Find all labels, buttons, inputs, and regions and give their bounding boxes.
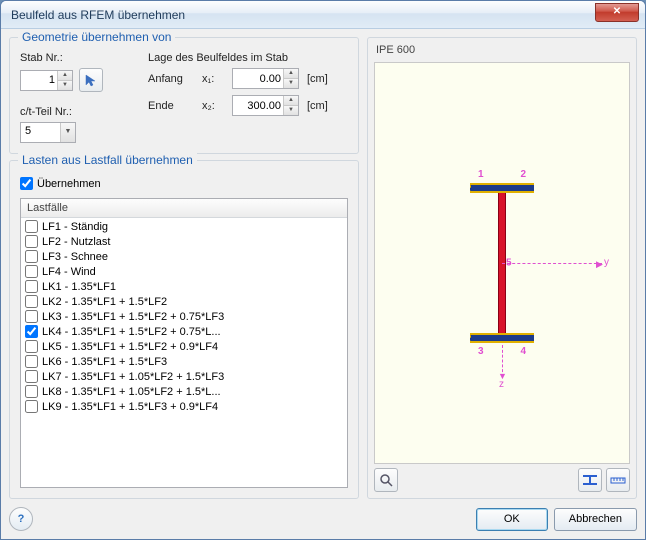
list-item[interactable]: LF2 - Nutzlast [21,234,347,249]
y-axis-label: y [604,257,609,268]
x2-input[interactable]: ▲▼ [232,95,299,116]
y-axis [502,263,602,264]
dialog-window: Beulfeld aus RFEM übernehmen ✕ Geometrie… [0,0,646,540]
section-view-button[interactable] [578,468,602,492]
help-button[interactable]: ? [9,507,33,531]
x1-input[interactable]: ▲▼ [232,68,299,89]
spin-down-icon[interactable]: ▼ [57,81,72,90]
zoom-button[interactable] [374,468,398,492]
magnifier-icon [379,473,393,487]
list-item[interactable]: LK4 - 1.35*LF1 + 1.5*LF2 + 0.75*L... [21,324,347,339]
loads-group: Lasten aus Lastfall übernehmen Übernehme… [9,160,359,499]
window-title: Beulfeld aus RFEM übernehmen [7,8,185,22]
stab-label: Stab Nr.: [20,52,130,64]
ende-label: Ende [148,100,194,112]
spin-up-icon[interactable]: ▲ [57,71,72,81]
anfang-label: Anfang [148,73,194,85]
list-header: Lastfälle [21,199,347,218]
preview-title: IPE 600 [374,44,630,58]
x2-unit: [cm] [307,100,328,112]
list-item[interactable]: LK8 - 1.35*LF1 + 1.05*LF2 + 1.5*L... [21,384,347,399]
chevron-down-icon: ▼ [60,123,75,142]
close-button[interactable]: ✕ [595,3,639,22]
x2-label: x₂: [202,100,224,112]
lage-label: Lage des Beulfeldes im Stab [148,52,348,64]
ibeam-icon-small [582,474,598,486]
x1-label: x₁: [202,73,224,85]
list-item[interactable]: LK7 - 1.35*LF1 + 1.05*LF2 + 1.5*LF3 [21,369,347,384]
list-body[interactable]: LF1 - StändigLF2 - NutzlastLF3 - SchneeL… [21,218,347,487]
cursor-icon [84,73,98,87]
ct-label: c/t-Teil Nr.: [20,106,130,118]
help-icon: ? [18,513,25,525]
loads-title: Lasten aus Lastfall übernehmen [18,153,197,167]
footer: ? OK Abbrechen [9,505,637,531]
dimensions-button[interactable] [606,468,630,492]
x1-unit: [cm] [307,73,328,85]
list-item[interactable]: LF1 - Ständig [21,219,347,234]
geometry-title: Geometrie übernehmen von [18,30,175,44]
ruler-icon [610,474,626,486]
list-item[interactable]: LK1 - 1.35*LF1 [21,279,347,294]
preview-canvas: 1 2 3 4 5 y ▶ z ▼ [374,62,630,464]
list-item[interactable]: LK3 - 1.35*LF1 + 1.5*LF2 + 0.75*LF3 [21,309,347,324]
pick-member-button[interactable] [79,68,103,92]
titlebar: Beulfeld aus RFEM übernehmen ✕ [1,1,645,29]
preview-panel: IPE 600 1 2 3 4 5 y ▶ [367,37,637,499]
list-item[interactable]: LK6 - 1.35*LF1 + 1.5*LF3 [21,354,347,369]
take-loads-checkbox[interactable]: Übernehmen [20,177,348,190]
list-item[interactable]: LF4 - Wind [21,264,347,279]
loadcases-list: Lastfälle LF1 - StändigLF2 - NutzlastLF3… [20,198,348,488]
list-item[interactable]: LF3 - Schnee [21,249,347,264]
geometry-group: Geometrie übernehmen von Stab Nr.: ▲▼ [9,37,359,154]
ok-button[interactable]: OK [476,508,548,531]
list-item[interactable]: LK2 - 1.35*LF1 + 1.5*LF2 [21,294,347,309]
stab-number-input[interactable]: ▲▼ [20,70,73,91]
list-item[interactable]: LK5 - 1.35*LF1 + 1.5*LF2 + 0.9*LF4 [21,339,347,354]
ct-part-select[interactable]: 5 ▼ [20,122,76,143]
list-item[interactable]: LK9 - 1.35*LF1 + 1.5*LF3 + 0.9*LF4 [21,399,347,414]
cancel-button[interactable]: Abbrechen [554,508,637,531]
